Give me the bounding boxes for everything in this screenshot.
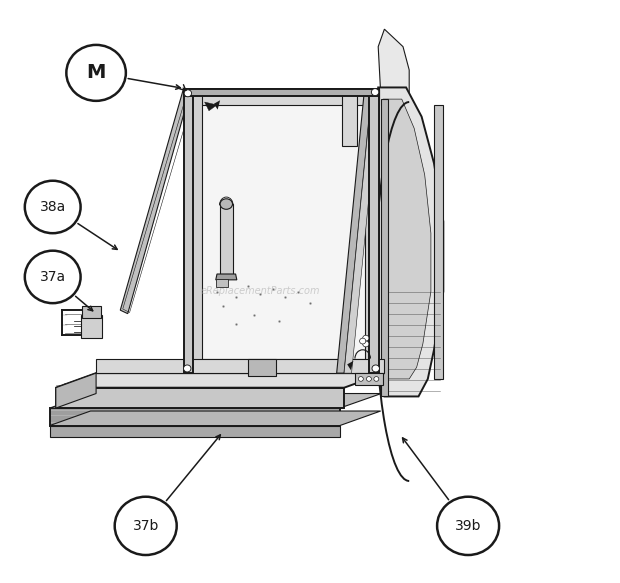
Circle shape xyxy=(372,365,379,372)
Polygon shape xyxy=(216,274,237,280)
Circle shape xyxy=(358,377,363,381)
Polygon shape xyxy=(214,100,220,110)
Ellipse shape xyxy=(220,199,232,209)
Text: eReplacementParts.com: eReplacementParts.com xyxy=(201,286,320,297)
Polygon shape xyxy=(186,359,379,373)
Circle shape xyxy=(25,251,81,303)
Polygon shape xyxy=(186,89,379,373)
Circle shape xyxy=(360,338,366,344)
Polygon shape xyxy=(50,426,340,437)
Polygon shape xyxy=(365,89,379,373)
Polygon shape xyxy=(337,89,372,373)
Polygon shape xyxy=(248,359,276,376)
Polygon shape xyxy=(342,93,356,146)
Circle shape xyxy=(374,377,379,381)
Polygon shape xyxy=(50,408,340,426)
Polygon shape xyxy=(96,359,384,373)
Polygon shape xyxy=(378,29,409,105)
Polygon shape xyxy=(184,89,379,96)
Polygon shape xyxy=(216,279,228,287)
Circle shape xyxy=(437,497,499,555)
Polygon shape xyxy=(434,105,443,379)
Circle shape xyxy=(66,45,126,101)
Text: 39b: 39b xyxy=(455,519,481,533)
Polygon shape xyxy=(369,89,379,373)
Circle shape xyxy=(184,365,191,372)
Polygon shape xyxy=(381,99,388,396)
Polygon shape xyxy=(81,315,102,338)
Circle shape xyxy=(366,377,371,381)
Circle shape xyxy=(25,181,81,233)
Text: M: M xyxy=(86,64,106,82)
Text: 37a: 37a xyxy=(40,270,66,284)
Polygon shape xyxy=(50,394,381,408)
Polygon shape xyxy=(186,89,202,373)
Polygon shape xyxy=(82,306,101,318)
Circle shape xyxy=(363,335,369,341)
Circle shape xyxy=(184,90,192,97)
Circle shape xyxy=(363,341,369,347)
Polygon shape xyxy=(184,89,193,373)
Polygon shape xyxy=(355,373,383,385)
Polygon shape xyxy=(205,102,217,111)
Polygon shape xyxy=(56,388,344,408)
Polygon shape xyxy=(186,89,379,105)
Circle shape xyxy=(115,497,177,555)
Polygon shape xyxy=(56,373,384,388)
Polygon shape xyxy=(220,204,232,274)
Polygon shape xyxy=(347,361,353,370)
Polygon shape xyxy=(344,89,379,373)
Text: 38a: 38a xyxy=(40,200,66,214)
Circle shape xyxy=(371,89,379,96)
Polygon shape xyxy=(50,411,381,426)
Polygon shape xyxy=(120,89,191,314)
Polygon shape xyxy=(383,99,431,379)
Text: 37b: 37b xyxy=(133,519,159,533)
Polygon shape xyxy=(377,87,443,396)
Polygon shape xyxy=(56,373,96,408)
